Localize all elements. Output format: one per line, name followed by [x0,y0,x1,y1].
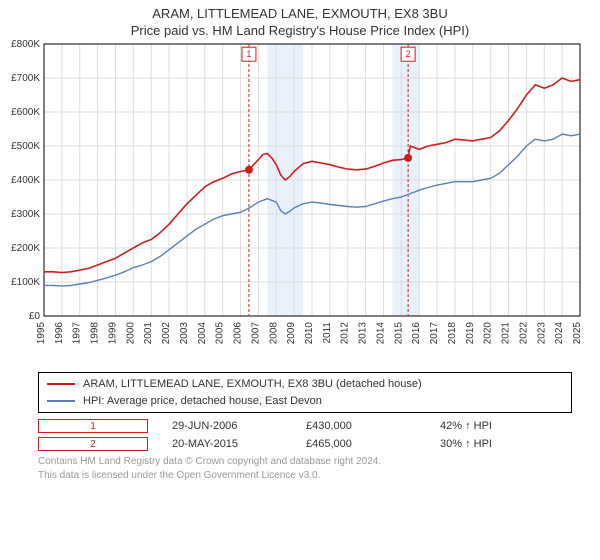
annotation-marker: 2 [38,437,148,451]
annotation-marker: 1 [38,419,148,433]
annotation-pct: 30% ↑ HPI [440,438,540,450]
x-tick-label: 2022 [518,322,529,345]
x-tick-label: 1997 [72,322,83,345]
legend: ARAM, LITTLEMEAD LANE, EXMOUTH, EX8 3BU … [38,372,572,413]
marker-dot [404,154,412,162]
x-tick-label: 2005 [215,322,226,345]
x-tick-label: 2004 [197,322,208,345]
x-tick-label: 2014 [375,322,386,345]
x-tick-label: 2008 [268,322,279,345]
title-main: ARAM, LITTLEMEAD LANE, EXMOUTH, EX8 3BU [0,6,600,21]
x-tick-label: 1996 [54,322,65,345]
annotation-price: £465,000 [306,438,416,450]
annotation-pct: 42% ↑ HPI [440,420,540,432]
annotations-table: 1 29-JUN-2006 £430,000 42% ↑ HPI 2 20-MAY-201… [38,419,572,451]
y-tick-label: £800K [11,39,40,50]
x-tick-label: 1999 [107,322,118,345]
x-tick-label: 2003 [179,322,190,345]
title-block: ARAM, LITTLEMEAD LANE, EXMOUTH, EX8 3BU … [0,0,600,38]
x-tick-label: 2021 [501,322,512,345]
x-tick-label: 2001 [143,322,154,345]
y-tick-label: £300K [11,209,40,220]
legend-swatch [47,400,75,402]
y-tick-label: £600K [11,107,40,118]
x-tick-label: 2013 [358,322,369,345]
x-tick-label: 2011 [322,322,333,344]
annotation-date: 29-JUN-2006 [172,420,282,432]
legend-label: HPI: Average price, detached house, East… [83,393,322,410]
y-tick-label: £200K [11,243,40,254]
marker-number: 1 [246,49,251,59]
x-tick-label: 2007 [250,322,261,345]
line-chart-svg: £0 £100K £200K £300K £400K £500K £600K £700K £80… [0,38,600,368]
legend-row: HPI: Average price, detached house, East… [47,393,563,410]
chart-figure: ARAM, LITTLEMEAD LANE, EXMOUTH, EX8 3BU … [0,0,600,482]
attribution: Contains HM Land Registry data © Crown c… [38,455,572,482]
x-tick-label: 2010 [304,322,315,345]
legend-label: ARAM, LITTLEMEAD LANE, EXMOUTH, EX8 3BU … [83,376,422,393]
x-tick-label: 2018 [447,322,458,345]
x-tick-label: 2009 [286,322,297,345]
y-tick-label: £100K [11,277,40,288]
x-tick-label: 2002 [161,322,172,345]
y-tick-label: £400K [11,175,40,186]
legend-row: ARAM, LITTLEMEAD LANE, EXMOUTH, EX8 3BU … [47,376,563,393]
x-tick-label: 1998 [90,322,101,345]
x-tick-label: 2023 [536,322,547,345]
annotation-row: 2 20-MAY-2015 £465,000 30% ↑ HPI [38,437,572,451]
x-tick-label: 2006 [233,322,244,345]
annotation-row: 1 29-JUN-2006 £430,000 42% ↑ HPI [38,419,572,433]
x-tick-label: 2017 [429,322,440,345]
title-sub: Price paid vs. HM Land Registry's House … [0,23,600,38]
marker-number: 2 [406,49,411,59]
y-tick-label: £700K [11,73,40,84]
annotation-date: 20-MAY-2015 [172,438,282,450]
x-tick-label: 1995 [36,322,47,345]
x-tick-label: 2016 [411,322,422,345]
annotation-price: £430,000 [306,420,416,432]
y-tick-label: £0 [29,311,41,322]
x-tick-label: 2019 [465,322,476,345]
x-tick-label: 2020 [483,322,494,345]
y-tick-label: £500K [11,141,40,152]
x-tick-label: 2024 [554,322,565,345]
legend-swatch [47,383,75,385]
attribution-line1: Contains HM Land Registry data © Crown c… [38,455,572,469]
x-tick-label: 2025 [572,322,583,345]
chart-area: £0 £100K £200K £300K £400K £500K £600K £700K £80… [0,38,600,368]
x-tick-label: 2000 [125,322,136,345]
x-tick-label: 2012 [340,322,351,345]
marker-dot [245,166,253,174]
x-tick-label: 2015 [393,322,404,345]
attribution-line2: This data is licensed under the Open Gov… [38,469,572,483]
